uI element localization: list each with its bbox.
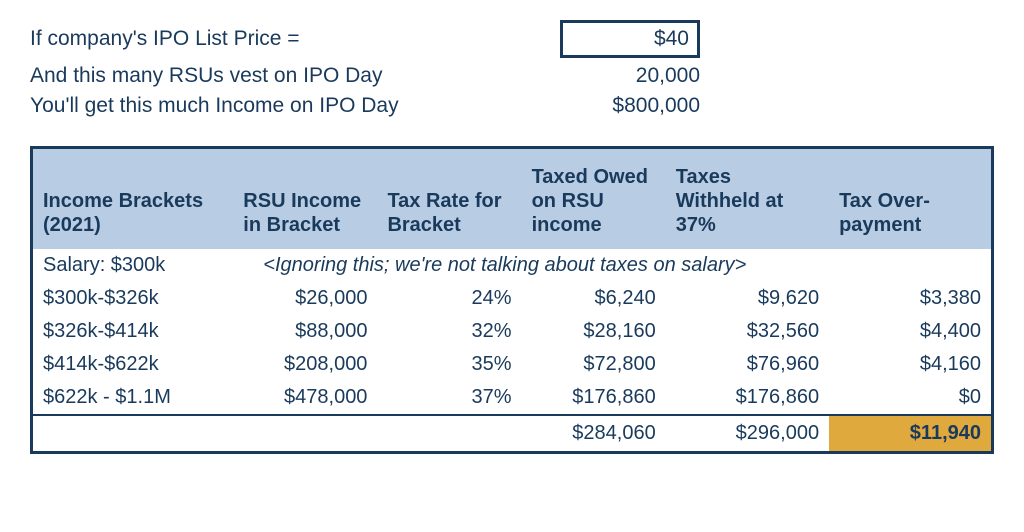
header-tax-owed: Taxed Owed on RSU income xyxy=(522,148,666,250)
table-header-row: Income Brackets (2021) RSU Income in Bra… xyxy=(32,148,993,250)
totals-overpayment: $11,940 xyxy=(829,415,992,453)
totals-row: $284,060 $296,000 $11,940 xyxy=(32,415,993,453)
cell-over: $0 xyxy=(829,381,992,415)
cell-over: $4,400 xyxy=(829,315,992,348)
tax-table: Income Brackets (2021) RSU Income in Bra… xyxy=(30,146,994,454)
totals-empty xyxy=(377,415,521,453)
salary-label: Salary: $300k xyxy=(32,249,234,282)
cell-owed: $28,160 xyxy=(522,315,666,348)
totals-empty xyxy=(32,415,234,453)
table-row: $326k-$414k $88,000 32% $28,160 $32,560 … xyxy=(32,315,993,348)
rsu-value: 20,000 xyxy=(560,64,700,88)
income-label: You'll get this much Income on IPO Day xyxy=(30,94,560,118)
cell-rate: 37% xyxy=(377,381,521,415)
rsu-label: And this many RSUs vest on IPO Day xyxy=(30,64,560,88)
table-row: $300k-$326k $26,000 24% $6,240 $9,620 $3… xyxy=(32,282,993,315)
cell-owed: $176,860 xyxy=(522,381,666,415)
input-row-income: You'll get this much Income on IPO Day $… xyxy=(30,94,994,118)
header-overpayment: Tax Over-payment xyxy=(829,148,992,250)
table-row: $622k - $1.1M $478,000 37% $176,860 $176… xyxy=(32,381,993,415)
table-row: $414k-$622k $208,000 35% $72,800 $76,960… xyxy=(32,348,993,381)
header-brackets: Income Brackets (2021) xyxy=(32,148,234,250)
inputs-section: If company's IPO List Price = $40 And th… xyxy=(30,20,994,118)
cell-rate: 24% xyxy=(377,282,521,315)
cell-rate: 35% xyxy=(377,348,521,381)
header-withheld: Taxes Withheld at 37% xyxy=(666,148,829,250)
totals-withheld: $296,000 xyxy=(666,415,829,453)
price-value-box: $40 xyxy=(560,20,700,58)
totals-empty xyxy=(233,415,377,453)
cell-owed: $72,800 xyxy=(522,348,666,381)
input-row-rsu: And this many RSUs vest on IPO Day 20,00… xyxy=(30,64,994,88)
price-value: $40 xyxy=(560,20,700,58)
cell-withheld: $76,960 xyxy=(666,348,829,381)
cell-owed: $6,240 xyxy=(522,282,666,315)
cell-withheld: $32,560 xyxy=(666,315,829,348)
cell-rsu: $478,000 xyxy=(233,381,377,415)
cell-rsu: $88,000 xyxy=(233,315,377,348)
cell-rsu: $26,000 xyxy=(233,282,377,315)
cell-bracket: $414k-$622k xyxy=(32,348,234,381)
input-row-price: If company's IPO List Price = $40 xyxy=(30,20,994,58)
cell-over: $4,160 xyxy=(829,348,992,381)
cell-rsu: $208,000 xyxy=(233,348,377,381)
income-value: $800,000 xyxy=(560,94,700,118)
cell-rate: 32% xyxy=(377,315,521,348)
totals-owed: $284,060 xyxy=(522,415,666,453)
price-label: If company's IPO List Price = xyxy=(30,27,560,51)
table-body: Salary: $300k <Ignoring this; we're not … xyxy=(32,249,993,453)
header-rsu-income: RSU Income in Bracket xyxy=(233,148,377,250)
cell-withheld: $9,620 xyxy=(666,282,829,315)
header-tax-rate: Tax Rate for Bracket xyxy=(377,148,521,250)
cell-bracket: $326k-$414k xyxy=(32,315,234,348)
cell-over: $3,380 xyxy=(829,282,992,315)
salary-note: <Ignoring this; we're not talking about … xyxy=(233,249,992,282)
cell-bracket: $300k-$326k xyxy=(32,282,234,315)
salary-row: Salary: $300k <Ignoring this; we're not … xyxy=(32,249,993,282)
cell-bracket: $622k - $1.1M xyxy=(32,381,234,415)
cell-withheld: $176,860 xyxy=(666,381,829,415)
